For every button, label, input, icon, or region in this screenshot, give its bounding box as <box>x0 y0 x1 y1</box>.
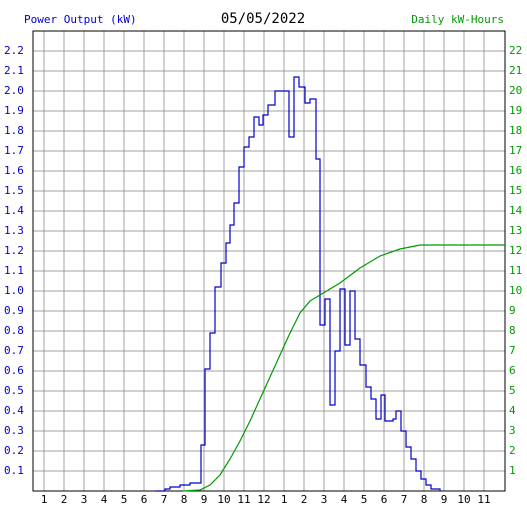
y2-tick-label: 11 <box>509 264 522 277</box>
y-tick-label: 1.8 <box>4 124 24 137</box>
x-tick-label: 9 <box>441 493 448 506</box>
x-tick-label: 7 <box>401 493 408 506</box>
data-line <box>155 76 441 492</box>
x-tick-label: 3 <box>321 493 328 506</box>
x-tick-label: 5 <box>361 493 368 506</box>
y-tick-label: 0.4 <box>4 404 24 417</box>
y2-tick-label: 17 <box>509 144 522 157</box>
y2-tick-label: 2 <box>509 444 516 457</box>
x-tick-label: 4 <box>341 493 348 506</box>
y2-tick-label: 18 <box>509 124 522 137</box>
data-line <box>182 244 505 492</box>
x-tick-label: 2 <box>61 493 68 506</box>
x-tick-label: 1 <box>41 493 48 506</box>
y-tick-label: 0.9 <box>4 304 24 317</box>
y-tick-label: 1.3 <box>4 224 24 237</box>
y2-tick-label: 19 <box>509 104 522 117</box>
x-tick-label: 9 <box>201 493 208 506</box>
y2-tick-label: 13 <box>509 224 522 237</box>
y2-tick-label: 10 <box>509 284 522 297</box>
x-tick-label: 1 <box>281 493 288 506</box>
y-tick-label: 2.0 <box>4 84 24 97</box>
x-tick-label: 11 <box>477 493 490 506</box>
x-tick-label: 10 <box>457 493 470 506</box>
y2-tick-label: 1 <box>509 464 516 477</box>
y-tick-label: 0.8 <box>4 324 24 337</box>
y-tick-label: 1.4 <box>4 204 24 217</box>
y-tick-label: 1.9 <box>4 104 24 117</box>
y2-tick-label: 15 <box>509 184 522 197</box>
x-tick-label: 4 <box>101 493 108 506</box>
y2-tick-label: 8 <box>509 324 516 337</box>
y-tick-label: 0.3 <box>4 424 24 437</box>
y2-tick-label: 9 <box>509 304 516 317</box>
x-tick-label: 10 <box>217 493 230 506</box>
x-tick-label: 8 <box>181 493 188 506</box>
y2-tick-label: 14 <box>509 204 523 217</box>
y-tick-label: 0.1 <box>4 464 24 477</box>
x-tick-label: 2 <box>301 493 308 506</box>
y2-tick-label: 12 <box>509 244 522 257</box>
y2-axis-label: Daily kW-Hours <box>411 13 504 26</box>
y-tick-label: 2.1 <box>4 64 24 77</box>
y-tick-label: 0.7 <box>4 344 24 357</box>
y2-tick-label: 3 <box>509 424 516 437</box>
x-tick-label: 11 <box>237 493 250 506</box>
y-tick-label: 0.5 <box>4 384 24 397</box>
y2-tick-label: 21 <box>509 64 522 77</box>
y2-tick-label: 5 <box>509 384 516 397</box>
chart-title: 05/05/2022 <box>221 11 305 27</box>
x-tick-label: 6 <box>141 493 148 506</box>
y-tick-label: 1.5 <box>4 184 24 197</box>
y-tick-label: 1.7 <box>4 144 24 157</box>
y2-tick-label: 16 <box>509 164 522 177</box>
y-tick-label: 1.6 <box>4 164 24 177</box>
x-tick-label: 7 <box>161 493 168 506</box>
y2-tick-label: 6 <box>509 364 516 377</box>
y2-tick-label: 22 <box>509 44 522 57</box>
y-tick-label: 1.1 <box>4 264 24 277</box>
x-tick-label: 5 <box>121 493 128 506</box>
y-axis-label: Power Output (kW) <box>24 13 137 26</box>
y2-tick-label: 4 <box>509 404 516 417</box>
x-tick-label: 3 <box>81 493 88 506</box>
y2-tick-label: 20 <box>509 84 522 97</box>
y-tick-label: 0.2 <box>4 444 24 457</box>
x-tick-label: 8 <box>421 493 428 506</box>
y-tick-label: 2.2 <box>4 44 24 57</box>
y2-tick-label: 7 <box>509 344 516 357</box>
y-tick-label: 0.6 <box>4 364 24 377</box>
plot-border <box>32 30 506 492</box>
y-tick-label: 1.0 <box>4 284 24 297</box>
x-tick-label: 12 <box>257 493 270 506</box>
y-tick-label: 1.2 <box>4 244 24 257</box>
x-tick-label: 6 <box>381 493 388 506</box>
